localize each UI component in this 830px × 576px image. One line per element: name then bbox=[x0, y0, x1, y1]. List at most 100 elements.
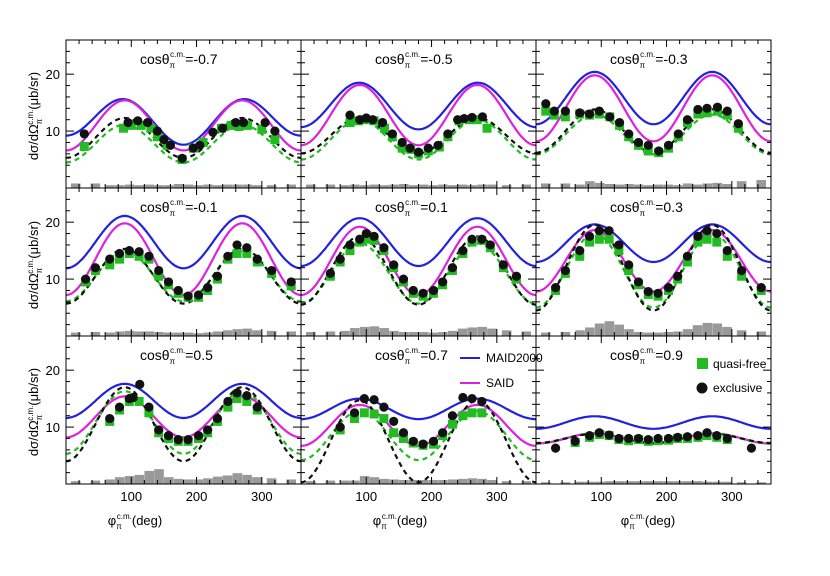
x-tick-label: 300 bbox=[721, 489, 743, 504]
systematic-bar bbox=[447, 185, 458, 188]
systematic-bar bbox=[242, 184, 252, 188]
exclusive-point bbox=[212, 271, 223, 281]
systematic-bar bbox=[756, 331, 767, 336]
exclusive-point bbox=[498, 260, 508, 270]
exclusive-point bbox=[722, 106, 732, 116]
exclusive-point bbox=[231, 117, 241, 128]
exclusive-point bbox=[335, 254, 345, 264]
exclusive-point bbox=[238, 117, 249, 128]
systematic-bar bbox=[722, 326, 732, 336]
systematic-bar bbox=[183, 184, 194, 188]
quasi-free-point bbox=[242, 120, 252, 130]
exclusive-point bbox=[702, 226, 712, 236]
quasi-free-point bbox=[712, 237, 722, 247]
exclusive-point bbox=[663, 283, 674, 293]
quasi-free-point bbox=[737, 271, 747, 281]
systematic-bar bbox=[115, 185, 125, 188]
x-axis-label-col-3: φπc.m.(deg) bbox=[621, 512, 675, 531]
systematic-bar bbox=[115, 331, 125, 336]
x-tick-label: 200 bbox=[421, 489, 443, 504]
quasi-free-point bbox=[604, 234, 614, 244]
quasi-free-point bbox=[369, 409, 379, 419]
exclusive-point bbox=[560, 265, 570, 276]
systematic-bar bbox=[736, 330, 747, 336]
systematic-bar bbox=[154, 185, 164, 188]
exclusive-point bbox=[673, 271, 683, 281]
quasi-free-point bbox=[594, 234, 604, 244]
exclusive-point bbox=[467, 394, 477, 404]
exclusive-point bbox=[142, 117, 153, 128]
exclusive-point bbox=[355, 234, 365, 244]
said-curve bbox=[536, 228, 771, 293]
systematic-bar bbox=[604, 184, 615, 188]
systematic-bar bbox=[663, 481, 673, 484]
systematic-bar bbox=[447, 479, 458, 484]
systematic-bar bbox=[634, 481, 644, 484]
exclusive-point bbox=[223, 251, 233, 261]
exclusive-point bbox=[624, 129, 634, 139]
quasi-free-point bbox=[472, 115, 482, 125]
systematic-bar bbox=[487, 328, 497, 336]
exclusive-point bbox=[208, 127, 218, 137]
exclusive-point bbox=[560, 106, 570, 116]
systematic-bar bbox=[242, 328, 252, 336]
exclusive-point bbox=[443, 129, 453, 139]
systematic-bar bbox=[457, 478, 468, 484]
systematic-bar bbox=[540, 482, 551, 484]
panel-8: 100 200 300 cosθπc.m.=0.7 bbox=[300, 335, 537, 504]
exclusive-point bbox=[133, 116, 143, 126]
maid-curve bbox=[536, 223, 771, 264]
exclusive-fit-curve bbox=[66, 247, 301, 305]
exclusive-point bbox=[428, 285, 439, 296]
systematic-bar bbox=[692, 325, 703, 336]
panel-frame bbox=[535, 39, 772, 189]
exclusive-point bbox=[232, 240, 242, 250]
systematic-bar bbox=[692, 184, 703, 188]
x-tick-label: 100 bbox=[120, 489, 142, 504]
systematic-bar bbox=[614, 324, 625, 336]
quasi-free-point bbox=[154, 271, 164, 281]
exclusive-point bbox=[325, 268, 335, 278]
systematic-bar bbox=[144, 184, 155, 188]
exclusive-point bbox=[485, 240, 495, 250]
quasi-free-fit-curve bbox=[536, 113, 771, 156]
exclusive-point bbox=[165, 140, 176, 150]
systematic-bar bbox=[501, 330, 512, 336]
exclusive-point bbox=[286, 277, 296, 287]
systematic-bar bbox=[663, 184, 673, 188]
systematic-bar bbox=[540, 332, 551, 336]
exclusive-point bbox=[398, 428, 409, 438]
systematic-bar bbox=[418, 184, 429, 188]
systematic-bar bbox=[359, 326, 370, 336]
legend-quasi-free-swatch bbox=[697, 358, 708, 369]
maid-curve bbox=[536, 70, 771, 126]
systematic-bar bbox=[203, 184, 213, 188]
systematic-bar bbox=[359, 476, 370, 484]
systematic-bar bbox=[134, 474, 145, 484]
systematic-bar bbox=[560, 482, 571, 484]
systematic-bar bbox=[575, 330, 585, 336]
exclusive-point bbox=[467, 112, 477, 123]
x-tick-label: 100 bbox=[590, 489, 612, 504]
legend-said-label: SAID bbox=[486, 376, 514, 390]
systematic-bar bbox=[350, 184, 360, 188]
exclusive-point bbox=[584, 431, 595, 441]
systematic-bar bbox=[212, 185, 223, 188]
systematic-bar bbox=[173, 184, 184, 188]
exclusive-point bbox=[154, 265, 164, 276]
said-curve bbox=[301, 225, 536, 297]
panel-3: cosθπc.m.=-0.3 bbox=[535, 39, 772, 189]
quasi-free-point bbox=[702, 234, 712, 244]
exclusive-point bbox=[458, 246, 468, 256]
exclusive-point bbox=[575, 246, 585, 256]
exclusive-point bbox=[447, 263, 458, 273]
systematic-bar bbox=[501, 481, 512, 484]
systematic-bar bbox=[134, 185, 145, 188]
exclusive-fit-curve bbox=[301, 235, 536, 306]
y-axis-label-row-1: dσ/dΩπc.m.(μb/sr) bbox=[26, 72, 44, 160]
exclusive-point bbox=[458, 392, 468, 403]
systematic-bar bbox=[682, 329, 693, 336]
quasi-free-point bbox=[146, 123, 156, 133]
systematic-bar bbox=[653, 184, 664, 188]
